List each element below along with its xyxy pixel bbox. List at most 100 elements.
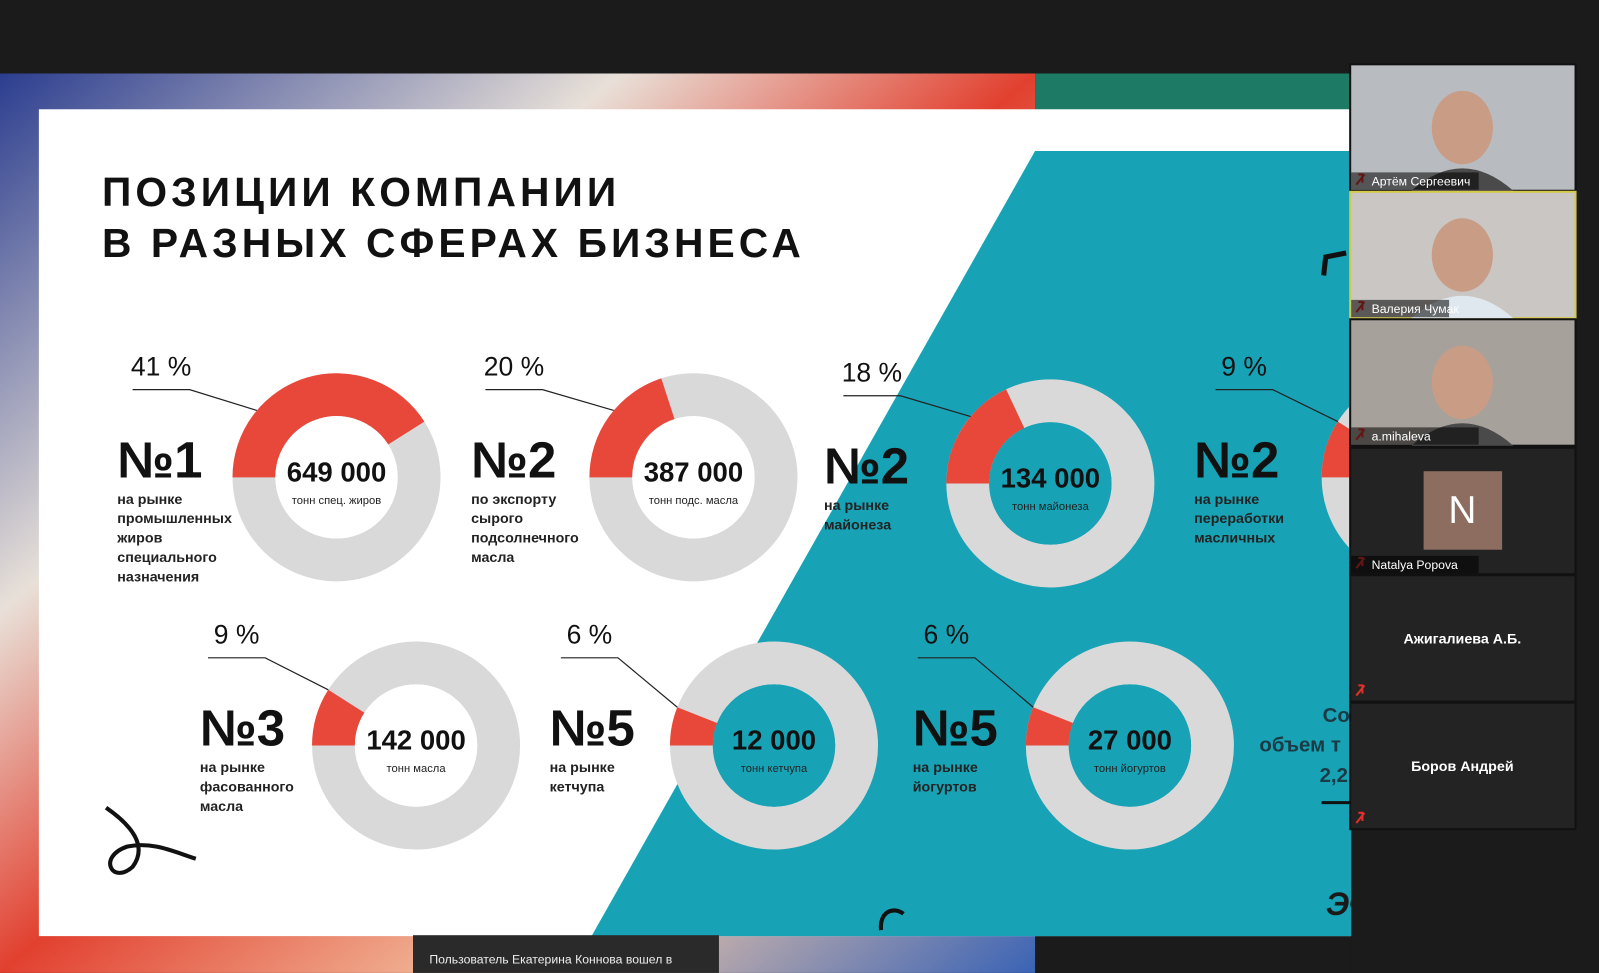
rank-desc: по экспорту: [471, 492, 556, 508]
position-card: 18 % №2 на рынке майонеза 134 000 тонн майоне…: [824, 357, 1155, 588]
participant-name: Natalya Popova: [1372, 558, 1458, 572]
rank-desc: масла: [200, 799, 244, 815]
tile-bg: [1349, 574, 1577, 703]
rank-desc: масла: [471, 550, 515, 566]
amount: 27 000: [1088, 725, 1172, 756]
name-bg: [1351, 427, 1479, 445]
donut-share: [669, 707, 718, 747]
leader-line: [485, 389, 614, 412]
position-card: 9 % №3 на рынке фасованного масла 142 000 тонн…: [200, 620, 521, 850]
share-label: 9 %: [1221, 351, 1267, 381]
participant-name: a.mihaleva: [1372, 430, 1431, 444]
avatar: [1423, 471, 1503, 550]
rank-desc: на рынке: [200, 760, 265, 776]
person: [1431, 218, 1493, 292]
leader-line: [132, 389, 258, 412]
partial-text: объем т: [1259, 735, 1340, 757]
rank-desc: назначения: [117, 569, 199, 585]
donut-share: [312, 689, 365, 747]
partial-text: 2,2: [1320, 765, 1348, 787]
position-card: 41 % №1 на рынке промышленных жиров специальн…: [116, 351, 441, 585]
participant-tile: N Natalya Popova: [1349, 446, 1577, 576]
rank-desc: фасованного: [200, 779, 294, 795]
share-label: 18 %: [842, 357, 902, 387]
participant-name: Боров Андрей: [1411, 759, 1514, 775]
participant-tile: Боров Андрей: [1349, 701, 1577, 831]
participant-name: Валерия Чумак: [1372, 302, 1460, 316]
rank: №5: [913, 700, 998, 757]
leader-line: [843, 395, 971, 418]
participant-tile: Валерия Чумак: [1349, 190, 1577, 320]
amount-unit: тонн йогуртов: [1094, 763, 1166, 775]
amount-unit: тонн подс. масла: [649, 495, 739, 507]
rank-desc: кетчупа: [550, 779, 606, 795]
participant-name: Ажигалиева А.Б.: [1403, 632, 1521, 648]
rank: №3: [200, 700, 285, 757]
rank-desc: на рынке: [913, 760, 978, 776]
donut-hole: [632, 416, 755, 539]
position-card: 9 % №2 на рынке переработки масличных: [1194, 351, 1352, 550]
share-label: 6 %: [924, 620, 970, 650]
rank-desc: на рынке: [824, 498, 889, 514]
donut-hole: [354, 684, 478, 807]
donut-share: [1321, 421, 1352, 478]
rank: №2: [1194, 431, 1279, 488]
position-card: 6 % №5 на рынке йогуртов 27 000 тонн йогуртов: [913, 620, 1234, 850]
rank-desc: сырого: [471, 511, 523, 527]
donut-share: [589, 378, 676, 479]
doodle: [878, 908, 905, 931]
share-label: 6 %: [567, 620, 613, 650]
mic-muted: [1355, 684, 1366, 697]
amount: 12 000: [732, 725, 816, 756]
name-bg: [1351, 555, 1479, 574]
amount: 387 000: [644, 456, 743, 487]
avatar-letter: N: [1448, 489, 1476, 532]
donut-hole: [1068, 684, 1192, 807]
amount: 142 000: [366, 725, 465, 756]
name-bg: [1351, 299, 1450, 318]
person: [1431, 90, 1493, 165]
doodle: [104, 806, 197, 875]
participant-tile: Артём Сергеевич: [1349, 63, 1577, 192]
share-label: 9 %: [214, 620, 260, 650]
slide-title: В РАЗНЫХ СФЕРАХ БИЗНЕСА: [102, 220, 805, 266]
rank: №2: [824, 437, 909, 494]
rank-desc: на рынке: [117, 492, 182, 508]
rank-desc: жиров: [116, 531, 162, 547]
donut-share: [232, 373, 425, 479]
amount-unit: тонн спец. жиров: [292, 495, 381, 507]
participant-tile: a.mihaleva: [1349, 318, 1577, 447]
rank-desc: на рынке: [550, 760, 615, 776]
doodle: [1321, 250, 1347, 276]
notification-box: [413, 935, 719, 973]
tile-bg: [1349, 701, 1577, 831]
rank-desc: специального: [117, 550, 217, 566]
amount: 649 000: [287, 456, 386, 487]
position-card: 20 % №2 по экспорту сырого подсолнечного масл…: [471, 351, 798, 582]
donut-hole: [275, 416, 398, 539]
participant-name: Артём Сергеевич: [1372, 175, 1471, 189]
rank-desc: на рынке: [1194, 492, 1259, 508]
rank-desc: масличных: [1194, 531, 1275, 547]
slide: ПОЗИЦИИ КОМПАНИИ В РАЗНЫХ СФЕРАХ БИЗНЕСА 4…: [38, 109, 1352, 937]
leader-line: [560, 657, 678, 708]
donut-share: [1025, 707, 1074, 747]
slide-title: ПОЗИЦИИ КОМПАНИИ: [102, 169, 620, 215]
name-bg: [1351, 172, 1479, 190]
amount-unit: тонн масла: [387, 763, 447, 775]
notification: Пользователь Екатерина Коннова вошел в: [429, 953, 672, 967]
rank: №5: [550, 700, 635, 757]
partial-text: Со: [1323, 705, 1350, 727]
rank-desc: майонеза: [824, 517, 892, 533]
leader-line: [208, 657, 329, 691]
rank-desc: подсолнечного: [471, 531, 579, 547]
rank-desc: промышленных: [117, 511, 232, 527]
donut-share: [946, 389, 1026, 485]
rank-desc: переработки: [1194, 511, 1284, 527]
amount: 134 000: [1001, 463, 1100, 494]
donut-hole: [989, 422, 1112, 545]
share-label: 20 %: [484, 351, 544, 381]
person: [1431, 345, 1493, 420]
